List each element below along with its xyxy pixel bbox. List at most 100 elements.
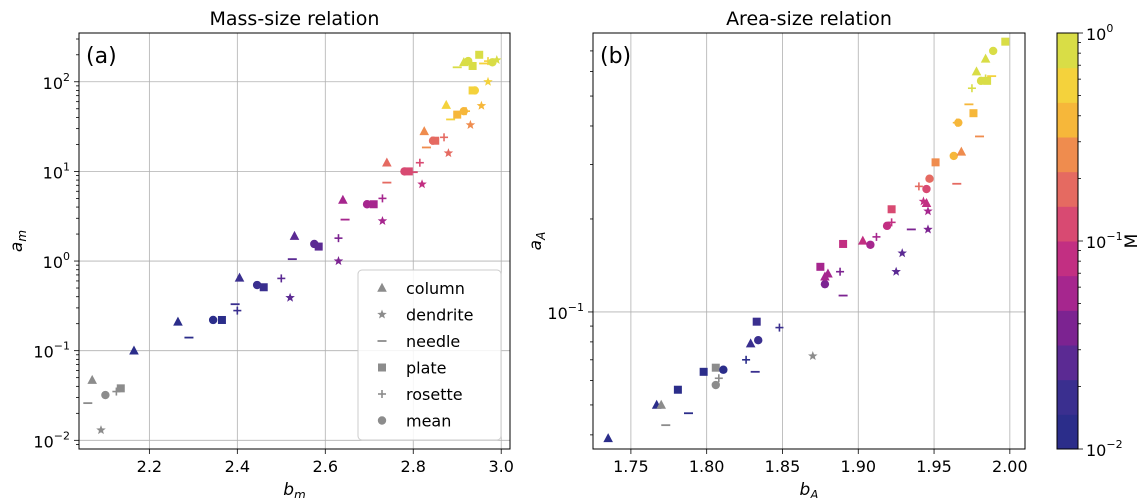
y-tick-label: 10−1 [547,301,584,323]
data-point-star [923,206,933,216]
data-point-triangle [87,374,97,384]
x-tick-label: 2.4 [225,457,250,476]
panel-b-grid [593,33,1025,449]
colorbar-band [1057,275,1078,311]
legend-marker-triangle [377,282,387,292]
data-point-plus [112,387,121,396]
x-tick-label: 2.00 [992,457,1028,476]
colorbar-band [1057,345,1078,381]
data-point-triangle [129,345,139,355]
colorbar-band [1057,310,1078,346]
data-point-triangle [382,157,392,167]
data-point-star [918,196,929,206]
data-point-square [259,283,268,292]
data-point-triangle [858,235,868,245]
data-point-star [285,292,295,302]
colorbar-tick-label: 10−2 [1086,438,1123,460]
colorbar-band [1057,67,1078,103]
data-point-triangle [603,433,613,443]
panel-a: 2.2 2.4 2.6 2.8 3.0 10−2 10−1 100 101 102 Mass-si… [7,8,514,498]
colorbar-label: M [1122,234,1142,249]
data-point-circle [922,184,931,194]
data-point-circle [820,279,830,289]
colorbar-band [1057,379,1078,415]
data-point-star [483,76,493,86]
data-point-triangle [745,338,756,348]
data-point-square [453,110,462,119]
data-point-plus [887,218,896,227]
legend-marker-square [378,363,386,372]
legend-label: needle [406,332,460,351]
data-point-square [673,385,682,394]
panel-b-frame [592,32,1026,450]
colorbar-band [1057,241,1078,277]
colorbar: 10−2 10−1 100 M [1056,22,1142,460]
data-point-square [468,61,477,70]
data-point-square [839,239,848,248]
data-point-circle [988,46,998,56]
panel-a-title: Mass-size relation [210,8,380,30]
legend-label: rosette [406,385,463,404]
data-point-plus [836,267,845,276]
data-point-circle [882,221,892,231]
data-point-circle [470,86,480,95]
panel-b-ticks: 1.75 1.80 1.85 1.90 1.95 2.00 10−1 [547,50,1028,476]
x-tick-label: 1.75 [613,457,649,476]
legend-label: plate [406,359,447,378]
panel-b-x-axis-title: bA [799,480,818,498]
data-point-circle [954,118,963,127]
data-point-circle [208,315,218,325]
data-point-circle [101,390,110,400]
data-point-square [816,262,825,271]
data-point-triangle [921,197,932,207]
data-point-triangle [971,66,982,76]
colorbar-ticks: 10−2 10−1 100 [1078,22,1123,460]
panel-a-frame [78,32,511,450]
data-point-plus [334,234,343,243]
x-tick-label: 2.6 [313,457,338,476]
data-point-star [897,248,907,258]
data-point-square [314,242,323,251]
colorbar-band [1057,102,1078,138]
data-point-star [417,179,427,189]
data-point-plus [967,84,976,93]
colorbar-band [1057,137,1078,173]
data-point-circle [711,380,720,390]
data-point-circle [866,240,875,249]
legend-marker-plus [378,390,386,398]
data-point-circle [925,174,934,183]
data-point-star [443,148,454,158]
data-point-star [891,266,901,276]
data-point-triangle [338,194,348,204]
data-point-triangle [289,230,300,240]
data-point-star [492,54,502,65]
data-point-plus [742,355,751,364]
data-point-square [931,158,940,167]
data-point-triangle [234,272,245,282]
data-point-circle [252,280,262,290]
x-tick-label: 1.85 [765,457,801,476]
data-point-circle [362,200,372,209]
x-tick-label: 2.2 [137,457,162,476]
data-point-plus [378,194,387,203]
data-point-triangle [823,268,833,278]
data-point-triangle [173,316,183,326]
panel-a-x-axis-title: bm [283,480,306,498]
y-tick-label: 10−2 [33,429,70,451]
data-point-circle [754,336,763,345]
x-tick-label: 1.95 [916,457,952,476]
legend-marker-star [377,309,387,319]
data-point-square [711,363,720,372]
data-point-plus [914,182,923,191]
legend-label: dendrite [406,306,473,325]
data-point-square [699,367,708,376]
data-point-square [887,205,896,214]
data-point-circle [719,365,728,374]
data-point-square [475,50,484,59]
colorbar-tick-label: 100 [1086,22,1113,44]
data-point-triangle [956,146,967,156]
data-point-square [369,200,378,209]
data-point-square [969,109,978,118]
legend-marker-circle [377,416,387,425]
legend-label: mean [406,412,451,431]
